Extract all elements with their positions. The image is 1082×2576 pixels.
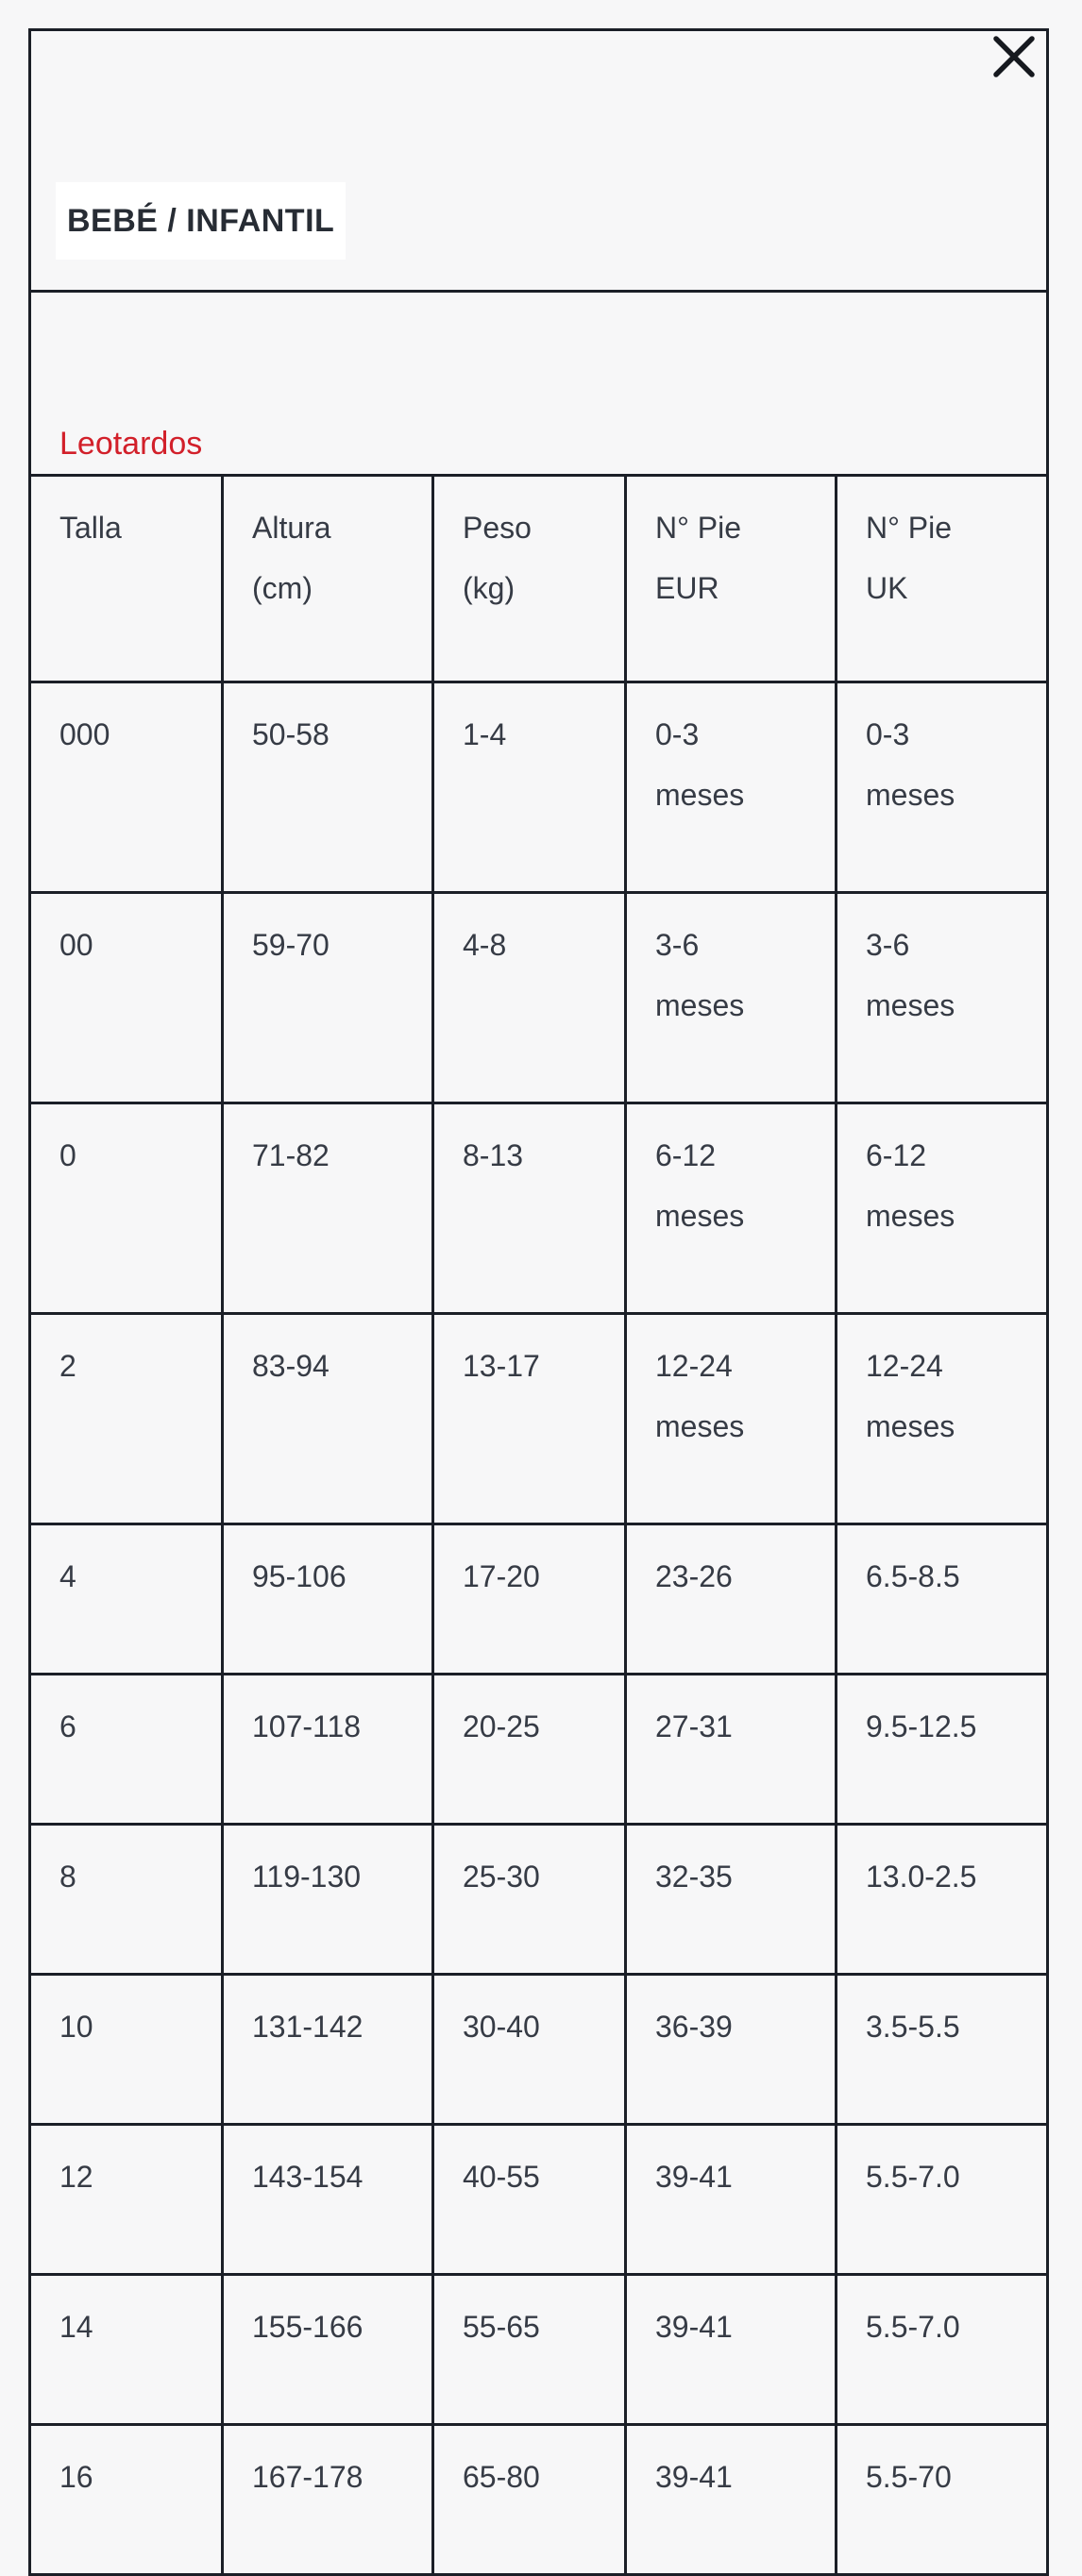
size-cell: 119-130 <box>221 1823 434 1976</box>
table-row: 12 143-154 40-55 39-41 5.5-7.0 <box>28 2123 1049 2276</box>
size-cell: 16 <box>28 2423 224 2576</box>
size-cell: 23-26 <box>624 1523 837 1675</box>
size-cell: 0-3 meses <box>835 681 1049 894</box>
header-cell: Talla <box>28 474 224 683</box>
category-label: Leotardos <box>59 426 203 462</box>
size-cell: 5.5-70 <box>835 2423 1049 2576</box>
table-row: 00 59-70 4-8 3-6 meses 3-6 meses <box>28 891 1049 1104</box>
size-cell: 6.5-8.5 <box>835 1523 1049 1675</box>
table-row: 16 167-178 65-80 39-41 5.5-70 <box>28 2423 1049 2576</box>
size-cell: 10 <box>28 1973 224 2126</box>
size-cell: 13-17 <box>431 1312 627 1525</box>
size-cell: 32-35 <box>624 1823 837 1976</box>
size-table: BEBÉ / INFANTIL Leotardos Talla Altura (c… <box>28 28 1049 2576</box>
header-cell: N° Pie EUR <box>624 474 837 683</box>
size-cell: 155-166 <box>221 2273 434 2426</box>
size-cell: 39-41 <box>624 2423 837 2576</box>
table-header-row: Talla Altura (cm) Peso (kg) N° Pie EUR N° Pi… <box>28 474 1049 683</box>
size-cell: 4-8 <box>431 891 627 1104</box>
modal-title: BEBÉ / INFANTIL <box>56 182 347 260</box>
size-cell: 00 <box>28 891 224 1104</box>
size-cell: 95-106 <box>221 1523 434 1675</box>
table-row: 2 83-94 13-17 12-24 meses 12-24 meses <box>28 1312 1049 1525</box>
size-cell: 6-12 meses <box>624 1102 837 1315</box>
size-cell: 17-20 <box>431 1523 627 1675</box>
size-cell: 4 <box>28 1523 224 1675</box>
table-row: 8 119-130 25-30 32-35 13.0-2.5 <box>28 1823 1049 1976</box>
size-cell: 12-24 meses <box>835 1312 1049 1525</box>
size-chart-modal: BEBÉ / INFANTIL Leotardos Talla Altura (c… <box>28 28 1049 2576</box>
size-cell: 14 <box>28 2273 224 2426</box>
size-cell: 3-6 meses <box>624 891 837 1104</box>
table-row: 0 71-82 8-13 6-12 meses 6-12 meses <box>28 1102 1049 1315</box>
modal-header: BEBÉ / INFANTIL <box>28 28 1049 293</box>
size-cell: 6 <box>28 1673 224 1826</box>
size-cell: 143-154 <box>221 2123 434 2276</box>
size-cell: 131-142 <box>221 1973 434 2126</box>
table-row: 6 107-118 20-25 27-31 9.5-12.5 <box>28 1673 1049 1826</box>
size-cell: 0 <box>28 1102 224 1315</box>
size-cell: 55-65 <box>431 2273 627 2426</box>
size-cell: 39-41 <box>624 2123 837 2276</box>
size-cell: 2 <box>28 1312 224 1525</box>
size-cell: 5.5-7.0 <box>835 2123 1049 2276</box>
table-row: 000 50-58 1-4 0-3 meses 0-3 meses <box>28 681 1049 894</box>
close-icon <box>993 36 1035 77</box>
size-cell: 13.0-2.5 <box>835 1823 1049 1976</box>
size-cell: 71-82 <box>221 1102 434 1315</box>
header-cell: Altura (cm) <box>221 474 434 683</box>
table-row: 14 155-166 55-65 39-41 5.5-7.0 <box>28 2273 1049 2426</box>
table-row: 4 95-106 17-20 23-26 6.5-8.5 <box>28 1523 1049 1675</box>
size-cell: 30-40 <box>431 1973 627 2126</box>
size-cell: 40-55 <box>431 2123 627 2276</box>
size-cell: 8 <box>28 1823 224 1976</box>
header-cell: Peso (kg) <box>431 474 627 683</box>
size-cell: 27-31 <box>624 1673 837 1826</box>
size-cell: 65-80 <box>431 2423 627 2576</box>
size-cell: 59-70 <box>221 891 434 1104</box>
size-cell: 8-13 <box>431 1102 627 1315</box>
table-row: 10 131-142 30-40 36-39 3.5-5.5 <box>28 1973 1049 2126</box>
size-cell: 50-58 <box>221 681 434 894</box>
size-cell: 5.5-7.0 <box>835 2273 1049 2426</box>
size-cell: 25-30 <box>431 1823 627 1976</box>
size-cell: 3.5-5.5 <box>835 1973 1049 2126</box>
size-cell: 000 <box>28 681 224 894</box>
modal-header-row: BEBÉ / INFANTIL <box>28 28 1049 293</box>
size-cell: 12 <box>28 2123 224 2276</box>
size-cell: 107-118 <box>221 1673 434 1826</box>
size-cell: 9.5-12.5 <box>835 1673 1049 1826</box>
size-cell: 83-94 <box>221 1312 434 1525</box>
size-cell: 6-12 meses <box>835 1102 1049 1315</box>
close-button[interactable] <box>989 33 1039 82</box>
header-cell: N° Pie UK <box>835 474 1049 683</box>
size-cell: 39-41 <box>624 2273 837 2426</box>
size-cell: 3-6 meses <box>835 891 1049 1104</box>
size-cell: 0-3 meses <box>624 681 837 894</box>
category-row: Leotardos <box>28 290 1049 477</box>
size-cell: 12-24 meses <box>624 1312 837 1525</box>
size-cell: 1-4 <box>431 681 627 894</box>
size-cell: 36-39 <box>624 1973 837 2126</box>
size-cell: 167-178 <box>221 2423 434 2576</box>
category-cell: Leotardos <box>28 290 1049 477</box>
size-cell: 20-25 <box>431 1673 627 1826</box>
